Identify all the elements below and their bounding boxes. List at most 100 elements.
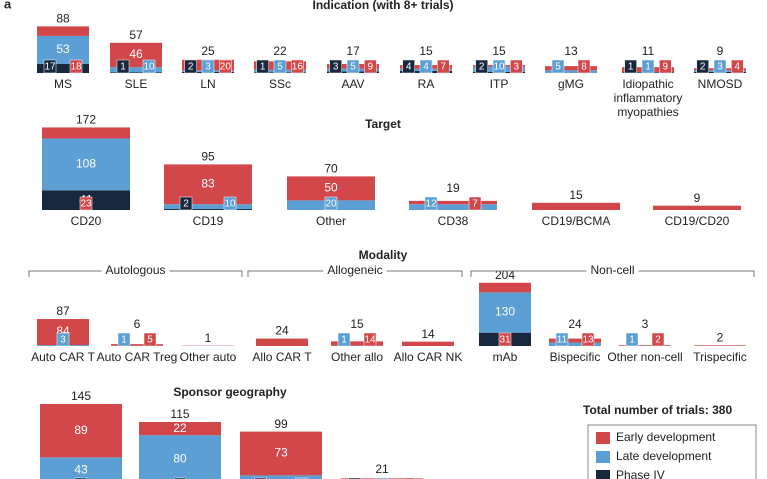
segment-label: 5	[350, 62, 356, 73]
bar-segment	[164, 204, 252, 210]
segment-label: 5	[147, 335, 153, 346]
x-tick-label: CD20	[71, 214, 102, 228]
chart-title: Indication (with 8+ trials)	[312, 0, 453, 12]
x-tick-label: Other auto	[180, 350, 237, 364]
label-box	[273, 59, 287, 74]
segment-label: 1	[341, 335, 347, 346]
segment-label: 7	[441, 62, 447, 73]
bar-segment	[110, 72, 162, 73]
group-label-bg	[101, 263, 170, 278]
bar-segment	[256, 338, 308, 346]
segment-label: 7	[472, 199, 478, 210]
bar-segment	[37, 63, 89, 73]
segment-label: 1	[628, 62, 634, 73]
label-box	[419, 59, 433, 74]
x-tick-label: CD19/BCMA	[542, 214, 611, 228]
chart-title: Sponsor geography	[173, 385, 287, 399]
total-label: 11	[642, 44, 655, 58]
bar-segment	[37, 26, 89, 36]
total-label: 15	[350, 317, 364, 331]
label-box	[219, 59, 232, 74]
label-box	[577, 59, 591, 74]
label-box	[363, 332, 377, 347]
bar-segment	[40, 404, 122, 458]
legend-label: Early development	[616, 430, 716, 444]
segment-label: 80	[173, 451, 187, 465]
total-label: 204	[495, 268, 515, 282]
bar-segment	[139, 435, 221, 479]
total-label: 172	[76, 113, 96, 127]
total-label: 2	[717, 331, 724, 345]
bar-segment	[37, 35, 89, 64]
legend-box	[587, 424, 757, 479]
segment-label: 2	[700, 62, 706, 73]
bar-segment	[402, 341, 454, 346]
label-box	[625, 332, 639, 347]
label-box	[329, 59, 342, 74]
label-box	[201, 59, 215, 74]
total-label: 6	[134, 317, 141, 331]
legend-label: Late development	[616, 449, 712, 463]
total-label: 9	[717, 44, 724, 58]
chart-title: Target	[365, 117, 401, 131]
bar-segment	[164, 164, 252, 205]
x-tick-label: MS	[54, 77, 72, 91]
segment-label: 5	[555, 62, 561, 73]
label-box	[731, 59, 744, 74]
segment-label: 9	[663, 62, 669, 73]
segment-label: 1	[121, 335, 127, 346]
segment-label: 3	[717, 62, 723, 73]
segment-label: 3	[60, 335, 66, 346]
label-box	[256, 59, 269, 74]
label-box	[581, 332, 595, 347]
label-box	[641, 59, 655, 74]
segment-label: 5	[277, 62, 283, 73]
label-box	[498, 332, 512, 347]
total-label: 13	[564, 44, 578, 58]
x-tick-label: Bispecific	[550, 350, 601, 364]
segment-label: 43	[74, 462, 88, 476]
segment-label: 4	[406, 62, 412, 73]
total-label: 145	[71, 389, 91, 403]
total-label: 1	[205, 331, 212, 345]
total-label: 24	[275, 324, 289, 338]
legend-label: Phase IV	[616, 468, 665, 479]
bar-segment	[331, 341, 383, 346]
total-label: 15	[492, 44, 506, 58]
total-label: 95	[201, 150, 215, 164]
legend-swatch	[596, 451, 610, 463]
label-box	[43, 59, 57, 74]
label-box	[468, 196, 482, 211]
label-box	[184, 59, 197, 74]
x-tick-label: AAV	[341, 77, 364, 91]
group-label: Autologous	[105, 263, 165, 277]
x-tick-label: mAb	[493, 350, 518, 364]
bar-segment	[287, 176, 375, 201]
label-box	[659, 59, 672, 74]
x-tick-label: RA	[418, 77, 435, 91]
segment-label: 20	[325, 199, 337, 210]
bar-segment	[479, 282, 531, 293]
segment-label: 10	[224, 199, 236, 210]
x-tick-label: LN	[200, 77, 215, 91]
segment-label: 3	[333, 62, 339, 73]
x-tick-label: SSc	[269, 77, 291, 91]
bar-segment	[545, 70, 597, 73]
label-box	[492, 59, 506, 74]
x-tick-label: ITP	[490, 77, 509, 91]
segment-label: 16	[292, 62, 304, 73]
segment-label: 11	[557, 335, 568, 346]
bar-segment	[240, 431, 322, 476]
bar-segment	[42, 138, 130, 191]
bar-segment	[409, 204, 497, 210]
x-tick-label: Trispecific	[693, 350, 747, 364]
segment-label: 4	[423, 62, 429, 73]
total-label: 17	[346, 44, 360, 58]
label-box	[437, 59, 450, 74]
segment-label: 46	[129, 47, 143, 61]
label-box	[424, 196, 438, 211]
segment-label: 13	[582, 335, 594, 346]
total-label: 15	[569, 188, 583, 202]
total-label: 87	[56, 304, 70, 318]
segment-label: 2	[479, 62, 485, 73]
